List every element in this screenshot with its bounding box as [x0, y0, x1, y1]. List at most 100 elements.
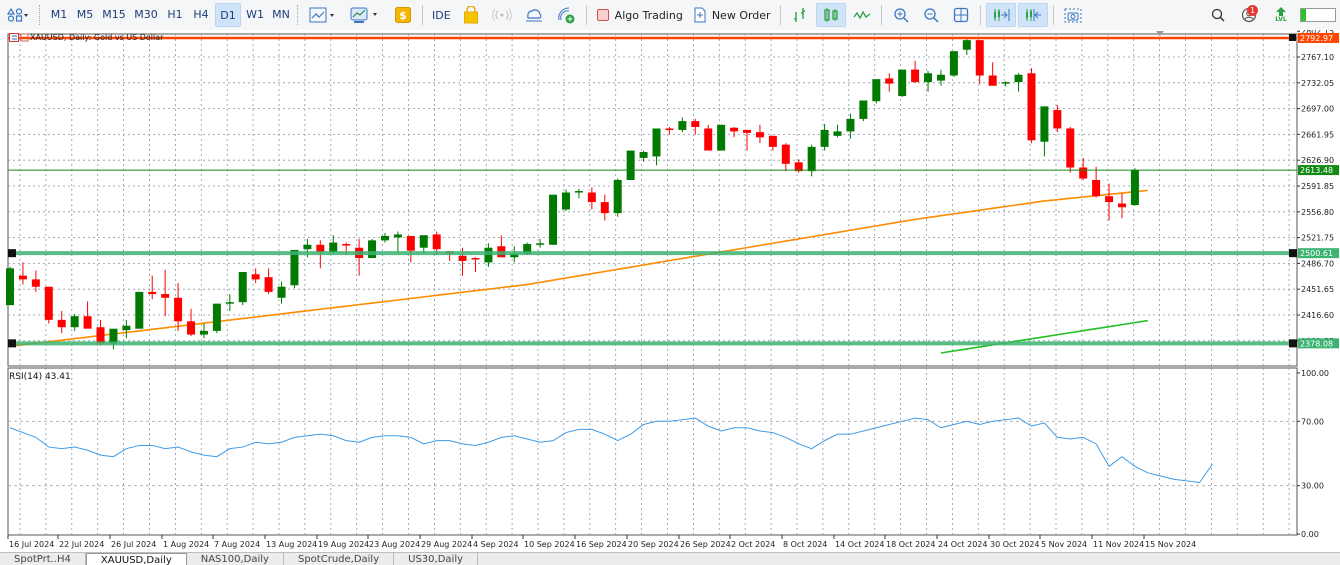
line-handle[interactable]	[1289, 339, 1297, 348]
screenshot-button[interactable]	[1059, 4, 1087, 26]
candlestick	[368, 240, 377, 259]
chart-tab[interactable]: XAUUSD,Daily	[85, 553, 187, 565]
candlestick	[807, 146, 816, 172]
candlestick	[329, 242, 338, 253]
date-axis-label: 10 Sep 2024	[524, 540, 575, 549]
candlestick	[31, 279, 40, 287]
candlestick	[523, 244, 532, 254]
date-axis-label: 19 Aug 2024	[318, 540, 369, 549]
signals-button[interactable]	[487, 4, 517, 26]
line-chart-button[interactable]	[848, 4, 876, 26]
cloud-icon	[525, 9, 542, 22]
candlestick	[57, 319, 66, 328]
timeframe-h1[interactable]: H1	[167, 7, 183, 21]
price-axis-label: 2767.10	[1301, 53, 1334, 62]
account-notifications-button[interactable]: 1	[1233, 4, 1265, 26]
candlestick	[833, 131, 842, 136]
indicators-icon	[350, 7, 377, 23]
candlestick	[251, 274, 260, 280]
notification-badge: 1	[1247, 5, 1258, 16]
chart-tab[interactable]: US30,Daily	[394, 553, 479, 565]
trading-button[interactable]: $	[389, 4, 417, 26]
line-handle[interactable]	[1289, 33, 1296, 41]
ide-button[interactable]: IDE	[428, 4, 455, 26]
chart-shift-marker[interactable]	[1156, 31, 1164, 36]
zoom-in-icon	[893, 8, 909, 23]
line-handle[interactable]	[8, 339, 16, 348]
candlestick	[936, 74, 945, 81]
price-chart[interactable]: 2802.15 2767.10 2732.05 2697.00 2661.95 2626.…	[0, 27, 1340, 552]
chart-window[interactable]: 2802.15 2767.10 2732.05 2697.00 2661.95 2626.…	[0, 27, 1340, 552]
rsi-axis-label: 30.00	[1301, 482, 1324, 491]
timeframe-mn[interactable]: MN	[272, 7, 290, 21]
line-chart-icon	[309, 7, 334, 23]
candlestick-chart-button[interactable]	[815, 3, 846, 27]
candlestick	[1053, 110, 1062, 129]
chart-shift-icon	[1025, 9, 1041, 21]
candlestick	[96, 327, 105, 344]
chart-tab[interactable]: NAS100,Daily	[187, 553, 284, 565]
add-signal-icon	[557, 7, 575, 24]
candlestick	[911, 69, 920, 83]
candlestick	[187, 321, 196, 335]
candlestick	[1130, 170, 1139, 206]
chart-tabs-bar: SpotPrt..H4 XAUUSD,Daily NAS100,Daily SpotC…	[0, 552, 1340, 565]
candlestick	[1105, 196, 1114, 203]
ide-label: IDE	[432, 8, 451, 22]
candlestick	[639, 152, 648, 158]
search-button[interactable]	[1205, 4, 1231, 26]
timeframe-w1[interactable]: W1	[246, 7, 264, 21]
candlestick	[574, 191, 583, 193]
date-axis-label: 16 Jul 2024	[9, 540, 54, 549]
toolbar-separator	[1052, 5, 1054, 25]
line-handle[interactable]	[8, 249, 16, 258]
timeframe-h4[interactable]: H4	[193, 7, 209, 21]
candlestick	[626, 150, 635, 181]
chart-type-dropdown[interactable]	[305, 4, 343, 26]
tile-windows-button[interactable]	[947, 4, 975, 26]
shapes-icon	[7, 7, 28, 22]
chart-tab[interactable]: SpotPrt..H4	[0, 553, 86, 565]
candlestick	[613, 180, 622, 214]
toolbar-grip[interactable]	[297, 5, 301, 25]
vps-button[interactable]	[519, 4, 549, 26]
timeframe-m1[interactable]: M1	[50, 7, 68, 21]
objects-menu-button[interactable]	[1, 4, 35, 26]
bar-chart-button[interactable]	[786, 4, 814, 26]
subscribe-signal-button[interactable]	[551, 4, 581, 26]
chart-title: XAUUSD, Daily: Gold vs US Dollar	[30, 33, 164, 42]
timeframe-d1[interactable]: D1	[215, 3, 241, 27]
chart-shift-button[interactable]	[1017, 3, 1048, 27]
market-button[interactable]	[457, 4, 485, 26]
rsi-plot-area[interactable]	[7, 367, 1298, 536]
timeframe-m30[interactable]: M30	[134, 7, 158, 21]
auto-scroll-button[interactable]	[985, 3, 1016, 27]
date-axis-label: 16 Sep 2024	[576, 540, 627, 549]
candlestick	[988, 75, 997, 86]
candlestick	[561, 192, 570, 210]
price-axis-label: 2591.85	[1301, 182, 1334, 191]
zoom-in-button[interactable]	[887, 4, 915, 26]
rsi-line	[9, 417, 1213, 484]
bar-chart-icon	[793, 8, 805, 22]
toolbar-separator	[979, 5, 981, 25]
zoom-out-button[interactable]	[917, 4, 945, 26]
toolbar-separator	[422, 5, 423, 25]
toolbar-grip[interactable]	[39, 5, 43, 25]
new-order-button[interactable]: New Order	[689, 4, 775, 26]
chart-tab[interactable]: SpotCrude,Daily	[284, 553, 395, 565]
algo-trading-button[interactable]: Algo Trading	[592, 4, 687, 26]
price-axis-label: 2486.70	[1301, 259, 1334, 268]
indicators-dropdown[interactable]	[345, 4, 387, 26]
timeframe-m5[interactable]: M5	[76, 7, 94, 21]
candlestick	[471, 258, 480, 260]
chart-title-icons	[9, 33, 29, 46]
line-handle[interactable]	[1289, 249, 1297, 258]
price-axis-label: 2732.05	[1301, 79, 1334, 88]
candlestick	[510, 253, 519, 258]
candlestick	[225, 302, 234, 304]
level-button[interactable]: LVL	[1267, 4, 1295, 26]
timeframe-m15[interactable]: M15	[102, 7, 126, 21]
date-axis-label: 13 Aug 2024	[266, 540, 317, 549]
candlestick	[962, 40, 971, 50]
